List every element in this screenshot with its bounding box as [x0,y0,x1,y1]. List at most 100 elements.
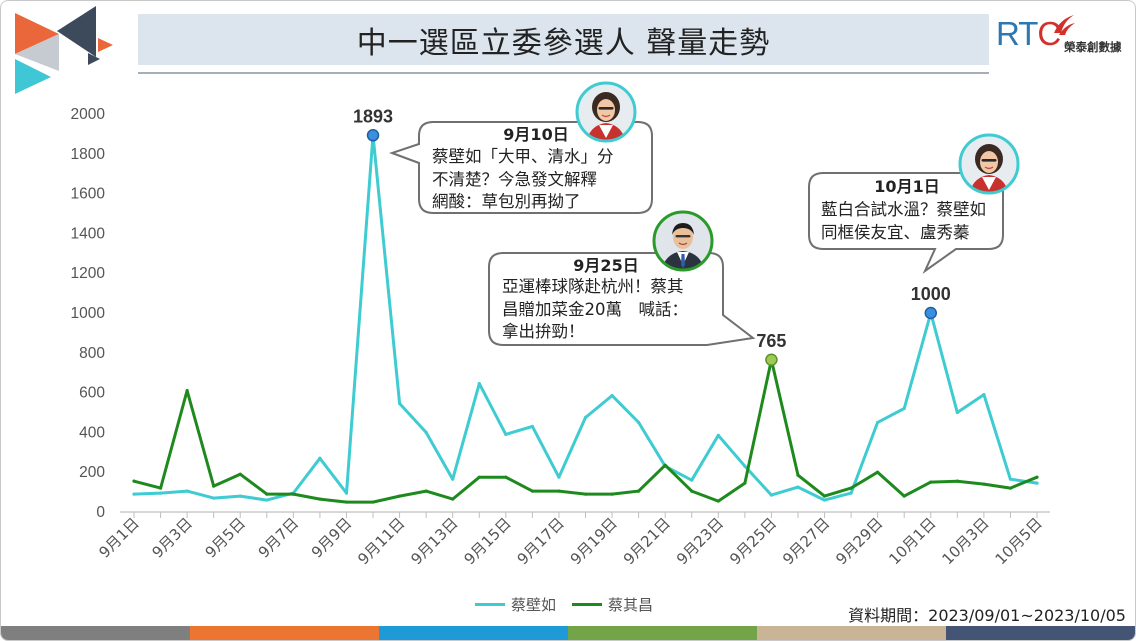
data-point [716,433,720,437]
logo-name: 榮泰創數據 [1064,40,1122,54]
x-tick-label: 9月15日 [460,514,514,568]
data-point [610,492,614,496]
data-point [158,486,163,490]
data-point [185,489,189,493]
data-point [902,494,906,498]
callout-line: 亞運棒球隊赴杭州！蔡其 [502,277,684,296]
data-point [291,492,295,496]
footer-stripe [1,626,190,640]
y-tick-label: 400 [79,424,105,441]
x-tick-label: 9月19日 [567,514,621,568]
data-point [132,492,136,496]
x-tick-label: 9月23日 [673,514,727,568]
data-point [557,475,561,479]
data-point [769,493,774,497]
data-point [397,494,402,498]
logo-letters-blue: RT [996,15,1038,52]
footer-stripe [757,626,946,640]
data-point [690,478,694,482]
footer-stripe [568,626,757,640]
y-tick-label: 1600 [71,186,106,203]
chart-data-labels: 1893 765 1000 [353,106,951,367]
x-tick-label: 9月29日 [832,514,886,568]
callout-date: 9月25日 [573,256,639,275]
y-tick-label: 0 [96,504,105,521]
data-point [265,498,269,502]
footer-stripe [379,626,568,640]
data-label: 1000 [911,284,951,304]
data-point [132,479,136,483]
logo-letters: RTC [996,15,1061,53]
decor-triangle [15,13,59,54]
callout-line: 拿出拚勁！ [502,322,585,341]
x-tick-label: 10月3日 [939,514,993,568]
y-tick-label: 800 [79,345,105,362]
legend-swatch [572,603,603,606]
x-tick-label: 9月9日 [308,514,355,561]
data-point [557,489,561,493]
data-point [1035,475,1039,479]
x-tick-label: 9月25日 [726,514,780,568]
data-point [929,480,933,484]
data-point [477,475,481,479]
footer-stripe [946,626,1135,640]
legend-swatch [475,603,505,606]
data-point [238,472,242,476]
data-point [822,494,827,498]
x-tick-label: 9月1日 [95,514,142,561]
data-point [796,485,800,489]
callout-line: 藍白合試水溫？蔡壁如 [821,200,986,219]
footer-stripe [190,626,379,640]
decor-triangle [15,34,59,71]
data-point [637,420,641,425]
data-point [637,489,641,493]
x-tick-label: 9月27日 [779,514,833,568]
series-line-1 [132,358,1039,504]
data-point [743,481,747,485]
x-tick-label: 9月17日 [514,514,568,568]
x-tick-label: 10月5日 [992,514,1046,568]
decor-triangle [98,38,113,52]
y-tick-label: 1400 [71,225,106,242]
data-point [690,489,694,493]
data-point [477,382,481,386]
data-point [663,463,667,467]
peak-marker [924,306,938,320]
data-point [743,464,747,468]
y-tick-label: 2000 [71,106,106,123]
callout-layer [388,121,1004,346]
callout-line: 不清楚？今急發文解釋 [432,169,597,189]
chart-legend: 蔡壁如 蔡其昌 [475,594,669,615]
data-point [822,498,827,502]
data-point [955,479,959,483]
x-tick-label: 9月13日 [407,514,461,568]
data-label: 765 [756,331,786,351]
data-point [504,475,508,479]
legend-item: 蔡壁如 [475,594,556,615]
data-point [451,477,455,481]
title-divider [138,72,989,74]
legend-item: 蔡其昌 [572,594,653,615]
avatar [652,210,714,272]
footer-color-bar [1,626,1135,640]
data-point [451,497,455,501]
decor-triangle [88,53,100,65]
data-point [371,500,375,504]
callout-line: 網酸：草包別再拗了 [432,192,581,211]
decor-triangle [15,59,51,94]
data-point [530,489,534,493]
y-tick-label: 200 [79,464,105,481]
data-point [424,430,428,434]
data-point [424,489,428,493]
legend-label: 蔡其昌 [608,596,654,614]
callout-text-0: 9月10日 蔡壁如「大甲、清水」分 不清楚？今急發文解釋 網酸：草包別再拗了 [421,123,651,214]
data-point [212,496,216,500]
data-point [185,389,189,393]
title-banner: 中一選區立委參選人 聲量走勢 [138,14,989,65]
callout-date: 9月10日 [503,125,569,144]
decor-triangle [57,6,96,57]
callout-bubble [488,252,756,346]
data-point [318,497,322,501]
data-point [876,420,880,425]
